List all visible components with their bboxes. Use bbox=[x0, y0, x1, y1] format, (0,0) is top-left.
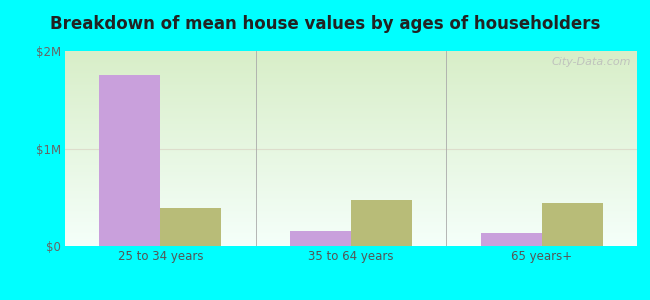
Text: City-Data.com: City-Data.com bbox=[552, 57, 631, 67]
Bar bbox=[351, 200, 412, 246]
Bar bbox=[99, 75, 161, 246]
Bar bbox=[541, 203, 603, 246]
Bar bbox=[161, 208, 222, 246]
Text: Breakdown of mean house values by ages of householders: Breakdown of mean house values by ages o… bbox=[50, 15, 600, 33]
Bar bbox=[290, 231, 351, 246]
Bar bbox=[480, 233, 541, 246]
